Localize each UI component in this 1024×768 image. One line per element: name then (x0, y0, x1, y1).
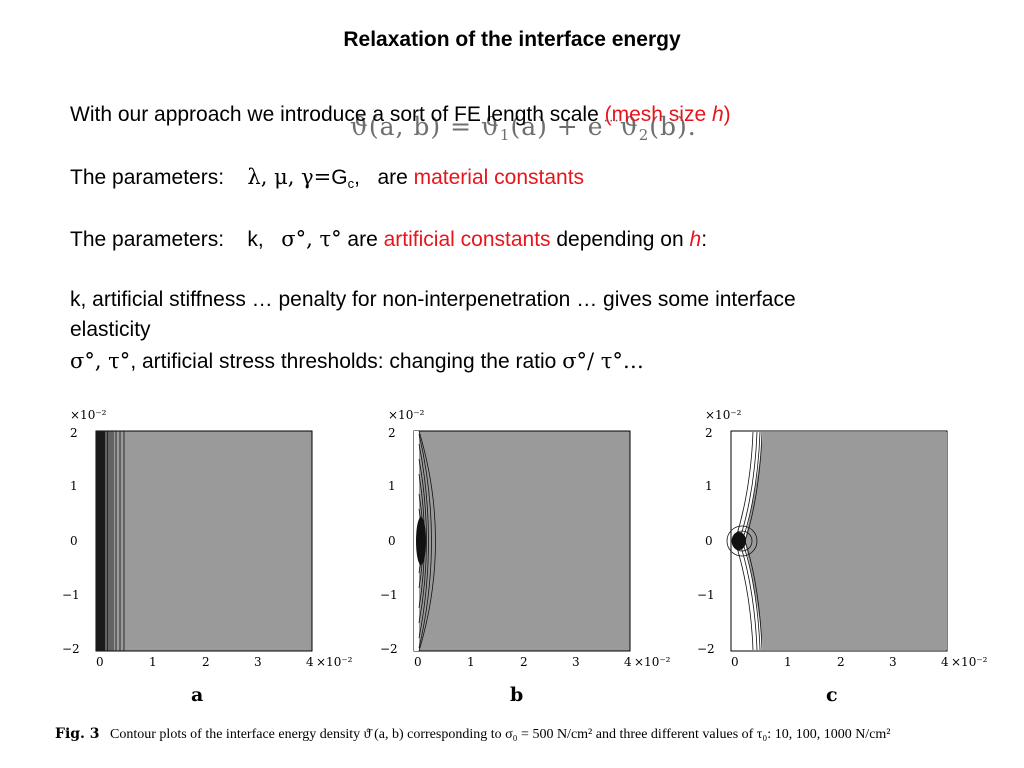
panel-label-b: b (510, 684, 524, 706)
svg-text:4: 4 (624, 655, 632, 669)
svg-text:−2: −2 (62, 642, 80, 656)
y-scale-label: ×10⁻² (70, 408, 107, 422)
svg-text:2: 2 (70, 426, 78, 440)
gray-region (745, 432, 947, 650)
dense-contour-band (96, 431, 105, 651)
svg-text:4: 4 (306, 655, 314, 669)
svg-text:1: 1 (149, 655, 157, 669)
svg-text:0: 0 (388, 534, 396, 548)
svg-text:1: 1 (388, 479, 396, 493)
svg-text:3: 3 (572, 655, 580, 669)
line-artificial-constants: The parameters: k, σ°, τ° are artificial… (70, 227, 708, 251)
svg-text:2: 2 (837, 655, 845, 669)
x-scale-label: ×10⁻² (634, 655, 671, 669)
svg-text:3: 3 (889, 655, 897, 669)
svg-text:0: 0 (705, 534, 713, 548)
contour-core (732, 532, 746, 550)
svg-text:1: 1 (705, 479, 713, 493)
x-ticks: 0 1 2 3 4 (414, 655, 632, 669)
contour-plot-b-svg: ×10⁻² 2 1 0 −1 −2 0 1 2 3 4 ×10⁻² (380, 408, 671, 669)
plot-area (413, 430, 631, 652)
line-elasticity: elasticity (70, 318, 151, 341)
svg-text:0: 0 (96, 655, 104, 669)
panel-label-c: c (826, 684, 838, 706)
contour-plot-a: ×10⁻² 2 1 0 −1 −2 0 1 2 3 4 ×10⁻² (62, 404, 382, 714)
figure-caption: Fig. 3 Contour plots of the interface en… (55, 726, 891, 742)
contour-plot-c: ×10⁻² 2 1 0 −1 −2 0 1 2 3 4 ×10⁻² (697, 404, 1017, 714)
svg-text:4: 4 (941, 655, 949, 669)
line-length-scale: With our approach we introduce a sort of… (70, 103, 731, 126)
line-material-constants: The parameters: λ, μ, γ=Gc, are material… (70, 165, 585, 191)
x-ticks: 0 1 2 3 4 (731, 655, 949, 669)
y-ticks: 2 1 0 −1 −2 (62, 426, 80, 656)
svg-text:0: 0 (731, 655, 739, 669)
svg-text:2: 2 (388, 426, 396, 440)
contour-core (416, 517, 426, 565)
plot-area (95, 430, 313, 652)
contour-plot-a-svg: ×10⁻² 2 1 0 −1 −2 0 1 2 3 4 ×10⁻² (62, 408, 353, 669)
x-ticks: 0 1 2 3 4 (96, 655, 314, 669)
y-scale-label: ×10⁻² (388, 408, 425, 422)
y-ticks: 2 1 0 −1 −2 (697, 426, 715, 656)
svg-text:−1: −1 (380, 588, 398, 602)
line-thresholds: σ°, τ°, artificial stress thresholds: ch… (70, 349, 644, 373)
svg-text:2: 2 (520, 655, 528, 669)
svg-text:0: 0 (414, 655, 422, 669)
y-ticks: 2 1 0 −1 −2 (380, 426, 398, 656)
contour-plot-b: ×10⁻² 2 1 0 −1 −2 0 1 2 3 4 ×10⁻² (380, 404, 700, 714)
contour-plot-c-svg: ×10⁻² 2 1 0 −1 −2 0 1 2 3 4 ×10⁻² (697, 408, 988, 669)
svg-text:−2: −2 (697, 642, 715, 656)
svg-text:−1: −1 (697, 588, 715, 602)
svg-text:3: 3 (254, 655, 262, 669)
svg-text:0: 0 (70, 534, 78, 548)
overlay-formula: ϑ(a, b) = ϑ1(a) + e···ϑ2(b). (350, 112, 697, 144)
line-stiffness: k, artificial stiffness … penalty for no… (70, 288, 796, 311)
svg-text:1: 1 (70, 479, 78, 493)
svg-text:−1: −1 (62, 588, 80, 602)
panel-label-a: a (191, 684, 204, 706)
contour-lines (105, 431, 125, 651)
svg-text:−2: −2 (380, 642, 398, 656)
svg-text:1: 1 (467, 655, 475, 669)
y-scale-label: ×10⁻² (705, 408, 742, 422)
slide-title: Relaxation of the interface energy (343, 28, 681, 51)
contour-lines (418, 430, 436, 652)
svg-text:1: 1 (784, 655, 792, 669)
x-scale-label: ×10⁻² (951, 655, 988, 669)
x-scale-label: ×10⁻² (316, 655, 353, 669)
svg-text:2: 2 (705, 426, 713, 440)
svg-text:2: 2 (202, 655, 210, 669)
